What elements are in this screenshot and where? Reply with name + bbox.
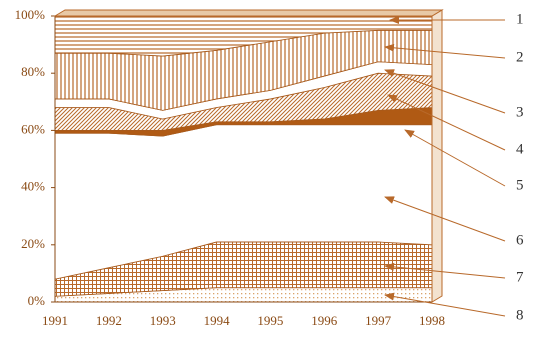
legend-label: 2: [516, 49, 524, 65]
y-tick-label: 0%: [28, 293, 46, 308]
x-tick-label: 1994: [204, 313, 231, 328]
y-tick-label: 80%: [21, 64, 45, 79]
legend-label: 3: [516, 104, 524, 120]
legend-arrow: [384, 43, 506, 59]
legend-arrow: [384, 69, 506, 114]
top-face: [53, 9, 444, 17]
depth: [431, 9, 443, 303]
y-tick-label: 20%: [21, 236, 45, 251]
x-tick-label: 1996: [311, 313, 338, 328]
x-tick-label: 1998: [419, 313, 445, 328]
legend-arrow: [384, 292, 506, 317]
x-tick-label: 1997: [365, 313, 392, 328]
legend-arrow: [387, 94, 506, 151]
x-tick-label: 1993: [150, 313, 176, 328]
legend-label: 4: [516, 141, 524, 157]
legend-label: 7: [516, 269, 524, 285]
legend-arrow: [404, 129, 506, 187]
x-tick-label: 1991: [42, 313, 68, 328]
legend-arrow: [384, 196, 506, 242]
legend-arrow: [384, 262, 506, 279]
legend-label: 1: [516, 11, 524, 27]
legend-label: 8: [516, 307, 524, 323]
x-tick-label: 1995: [257, 313, 283, 328]
y-tick-label: 60%: [21, 121, 45, 136]
y-tick-label: 100%: [15, 7, 46, 22]
legend-label: 6: [516, 232, 524, 248]
y-tick-label: 40%: [21, 179, 45, 194]
x-tick-label: 1992: [96, 313, 122, 328]
legend-label: 5: [516, 177, 524, 193]
